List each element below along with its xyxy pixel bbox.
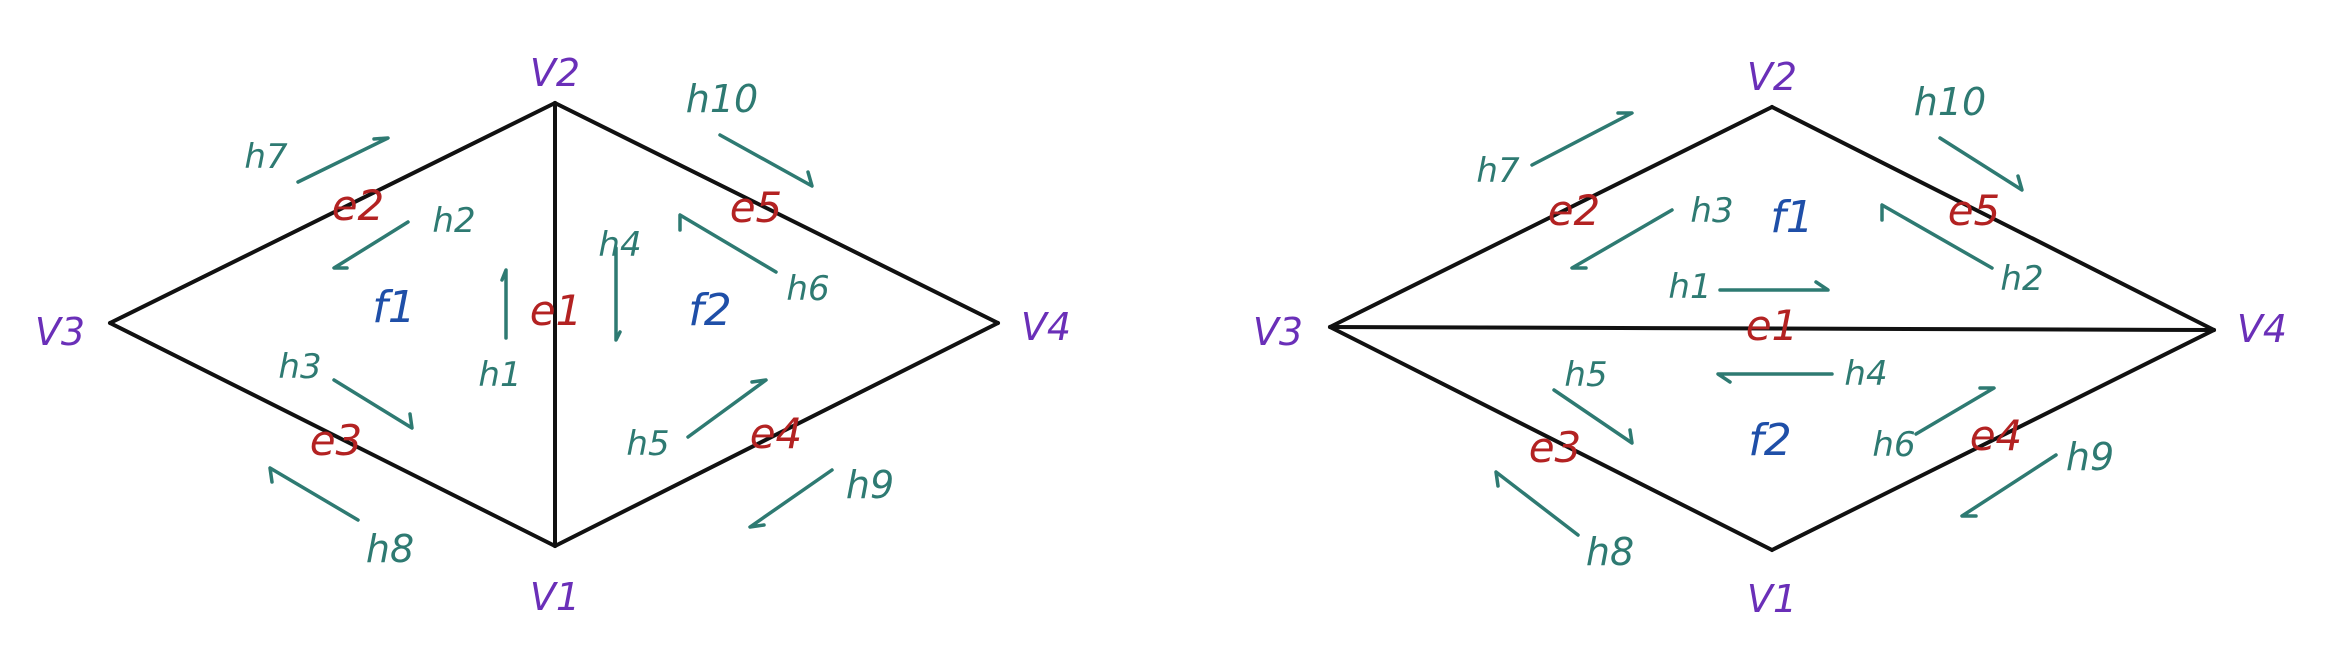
right-halfedge-label-h6: h6 (1872, 425, 1915, 465)
left-halfedge-label-h7: h7 (244, 137, 288, 177)
left-h8-arrow-icon (268, 466, 360, 522)
right-vertex-v4: V4 (2237, 307, 2287, 351)
left-halfedge-label-h2: h2 (432, 201, 475, 241)
right-h9-arrow-icon (1960, 453, 2058, 518)
right-vertex-v2: V2 (1747, 55, 1797, 99)
left-h1-arrow-icon (500, 268, 508, 340)
left-vertex-v3: V3 (35, 310, 85, 354)
left-edge-line-e4 (553, 321, 1000, 548)
right-halfedge-label-h10: h10 (1914, 80, 1986, 124)
left-mesh: V2 V1 V3 V4 e1 e2 e3 e4 e5 f1 f2 h1 h2 h… (35, 51, 1071, 619)
right-h5-arrow-icon (1552, 388, 1634, 445)
left-h7-arrow-icon (296, 136, 390, 184)
right-edge-line-e1 (1328, 325, 2216, 332)
left-edge-label-e3: e3 (310, 416, 363, 465)
right-edge-label-e3: e3 (1529, 423, 1582, 472)
left-halfedge-label-h3: h3 (278, 347, 321, 387)
left-vertex-v2: V2 (530, 51, 580, 95)
left-halfedge-label-h6: h6 (786, 269, 829, 309)
left-halfedge-label-h5: h5 (626, 424, 669, 464)
right-h2-arrow-icon (1880, 203, 1994, 270)
left-vertex-v1: V1 (530, 575, 580, 619)
right-edge-line-e4 (1770, 328, 2216, 552)
right-h7-arrow-icon (1530, 111, 1634, 167)
right-h6-arrow-icon (1914, 386, 1996, 436)
right-edge-label-e5: e5 (1948, 186, 2001, 235)
right-h3-arrow-icon (1570, 208, 1674, 270)
left-face-label-f2: f2 (688, 285, 731, 336)
left-h5-arrow-icon (686, 378, 768, 439)
right-edge-label-e4: e4 (1970, 411, 2023, 460)
right-halfedge-label-h5: h5 (1564, 355, 1607, 395)
right-edge-line-e3 (1328, 325, 1774, 552)
right-halfedge-label-h7: h7 (1476, 151, 1520, 191)
right-edge-line-e2 (1328, 105, 1774, 329)
left-h9-arrow-icon (748, 468, 834, 529)
right-edge-line-e5 (1770, 105, 2216, 332)
right-h4-arrow-icon (1716, 372, 1834, 384)
left-edge-line-e2 (108, 101, 557, 325)
left-edge-label-e1: e1 (530, 286, 583, 335)
left-edge-label-e5: e5 (730, 183, 783, 232)
right-vertex-v3: V3 (1253, 310, 1303, 354)
right-face-label-f2: f2 (1748, 415, 1791, 466)
left-edge-label-e2: e2 (332, 181, 385, 230)
right-mesh: V2 V1 V3 V4 e1 e2 e3 e4 e5 f1 f2 h1 h2 h… (1253, 55, 2287, 621)
right-halfedge-label-h4: h4 (1844, 354, 1887, 394)
right-face-label-f1: f1 (1770, 192, 1813, 243)
right-halfedge-label-h3: h3 (1690, 191, 1733, 231)
left-h3-arrow-icon (332, 378, 414, 430)
left-edge-label-e4: e4 (750, 409, 803, 458)
left-halfedge-label-h9: h9 (846, 463, 894, 507)
left-halfedge-label-h10: h10 (686, 77, 758, 121)
left-halfedge-label-h8: h8 (366, 527, 414, 571)
left-h4-arrow-icon (614, 246, 622, 342)
left-h6-arrow-icon (678, 213, 778, 274)
left-halfedge-label-h4: h4 (598, 225, 641, 265)
left-edge-line-e3 (108, 321, 557, 548)
right-edge-label-e1: e1 (1746, 301, 1799, 350)
left-halfedge-label-h1: h1 (478, 355, 521, 395)
right-edge-label-e2: e2 (1548, 186, 1601, 235)
left-face-label-f1: f1 (372, 282, 415, 333)
right-h1-arrow-icon (1718, 280, 1830, 292)
left-edge-line-e5 (553, 101, 1000, 325)
right-halfedge-label-h8: h8 (1586, 530, 1634, 574)
right-h8-arrow-icon (1494, 470, 1580, 537)
left-h2-arrow-icon (332, 220, 410, 270)
right-h10-arrow-icon (1938, 136, 2024, 192)
right-halfedge-label-h9: h9 (2066, 435, 2114, 479)
right-halfedge-label-h2: h2 (2000, 259, 2043, 299)
right-halfedge-label-h1: h1 (1668, 267, 1711, 307)
right-vertex-v1: V1 (1747, 577, 1797, 621)
left-h10-arrow-icon (718, 133, 814, 188)
left-vertex-v4: V4 (1021, 305, 1071, 349)
